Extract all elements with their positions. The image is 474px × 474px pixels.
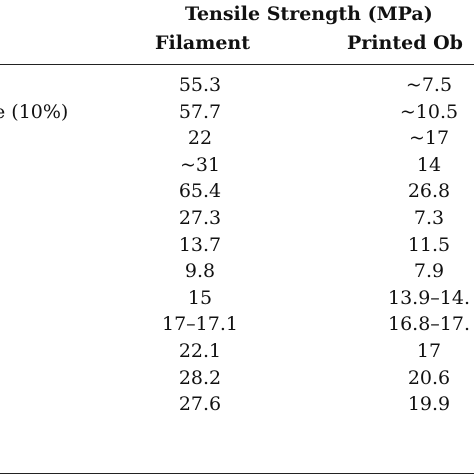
- table-row: 27.3 7.3: [0, 205, 474, 232]
- table-row: 65.4 26.8: [0, 178, 474, 205]
- filament-cell: 9.8: [184, 260, 216, 283]
- printed-object-column-heading: Printed Ob: [347, 32, 463, 54]
- column-group-heading: Tensile Strength (MPa): [185, 3, 433, 25]
- filament-cell: 57.7: [178, 100, 222, 123]
- filament-cell: 55.3: [178, 74, 222, 96]
- table-row: 22 ~17: [0, 125, 474, 152]
- filament-cell: 65.4: [178, 180, 222, 203]
- table-row: 55.3 ~7.5: [0, 72, 474, 99]
- table-row: 28.2 20.6: [0, 365, 474, 392]
- filament-cell: 22.1: [178, 339, 222, 362]
- filament-cell: 27.6: [178, 393, 222, 416]
- filament-cell: 13.7: [178, 233, 222, 256]
- filament-cell: ~31: [179, 153, 221, 176]
- table-row: e (10%) 57.7 ~10.5: [0, 99, 474, 126]
- printed-cell: 20.6: [407, 366, 451, 389]
- table-row: ~31 14: [0, 152, 474, 179]
- printed-cell: 26.8: [407, 180, 451, 203]
- printed-cell: 14: [416, 153, 442, 176]
- header-rule: [0, 64, 474, 65]
- printed-cell: 11.5: [407, 233, 451, 256]
- printed-cell: 13.9–14.: [387, 286, 471, 309]
- table-row: 17–17.1 16.8–17.: [0, 311, 474, 338]
- filament-cell: 27.3: [178, 206, 222, 229]
- printed-cell: ~7.5: [405, 74, 453, 96]
- printed-cell: ~17: [408, 127, 450, 150]
- table-row: 15 13.9–14.: [0, 285, 474, 312]
- table-row: 13.7 11.5: [0, 232, 474, 259]
- filament-cell: 22: [187, 127, 213, 150]
- printed-cell: 7.9: [413, 260, 445, 283]
- table-row: 9.8 7.9: [0, 258, 474, 285]
- printed-cell: 17: [416, 339, 442, 362]
- printed-cell: 16.8–17.: [387, 313, 471, 336]
- filament-column-heading: Filament: [155, 32, 251, 54]
- printed-cell: ~10.5: [399, 100, 459, 123]
- filament-cell: 28.2: [178, 366, 222, 389]
- table-body: 55.3 ~7.5 e (10%) 57.7 ~10.5 22 ~17 ~31 …: [0, 72, 474, 418]
- printed-cell: 19.9: [407, 393, 451, 416]
- printed-cell: 7.3: [413, 206, 445, 229]
- filament-cell: 15: [187, 286, 213, 309]
- table-row: 22.1 17: [0, 338, 474, 365]
- filament-cell: 17–17.1: [162, 313, 238, 336]
- material-cell: e (10%): [0, 100, 69, 123]
- table-row: 27.6 19.9: [0, 391, 474, 418]
